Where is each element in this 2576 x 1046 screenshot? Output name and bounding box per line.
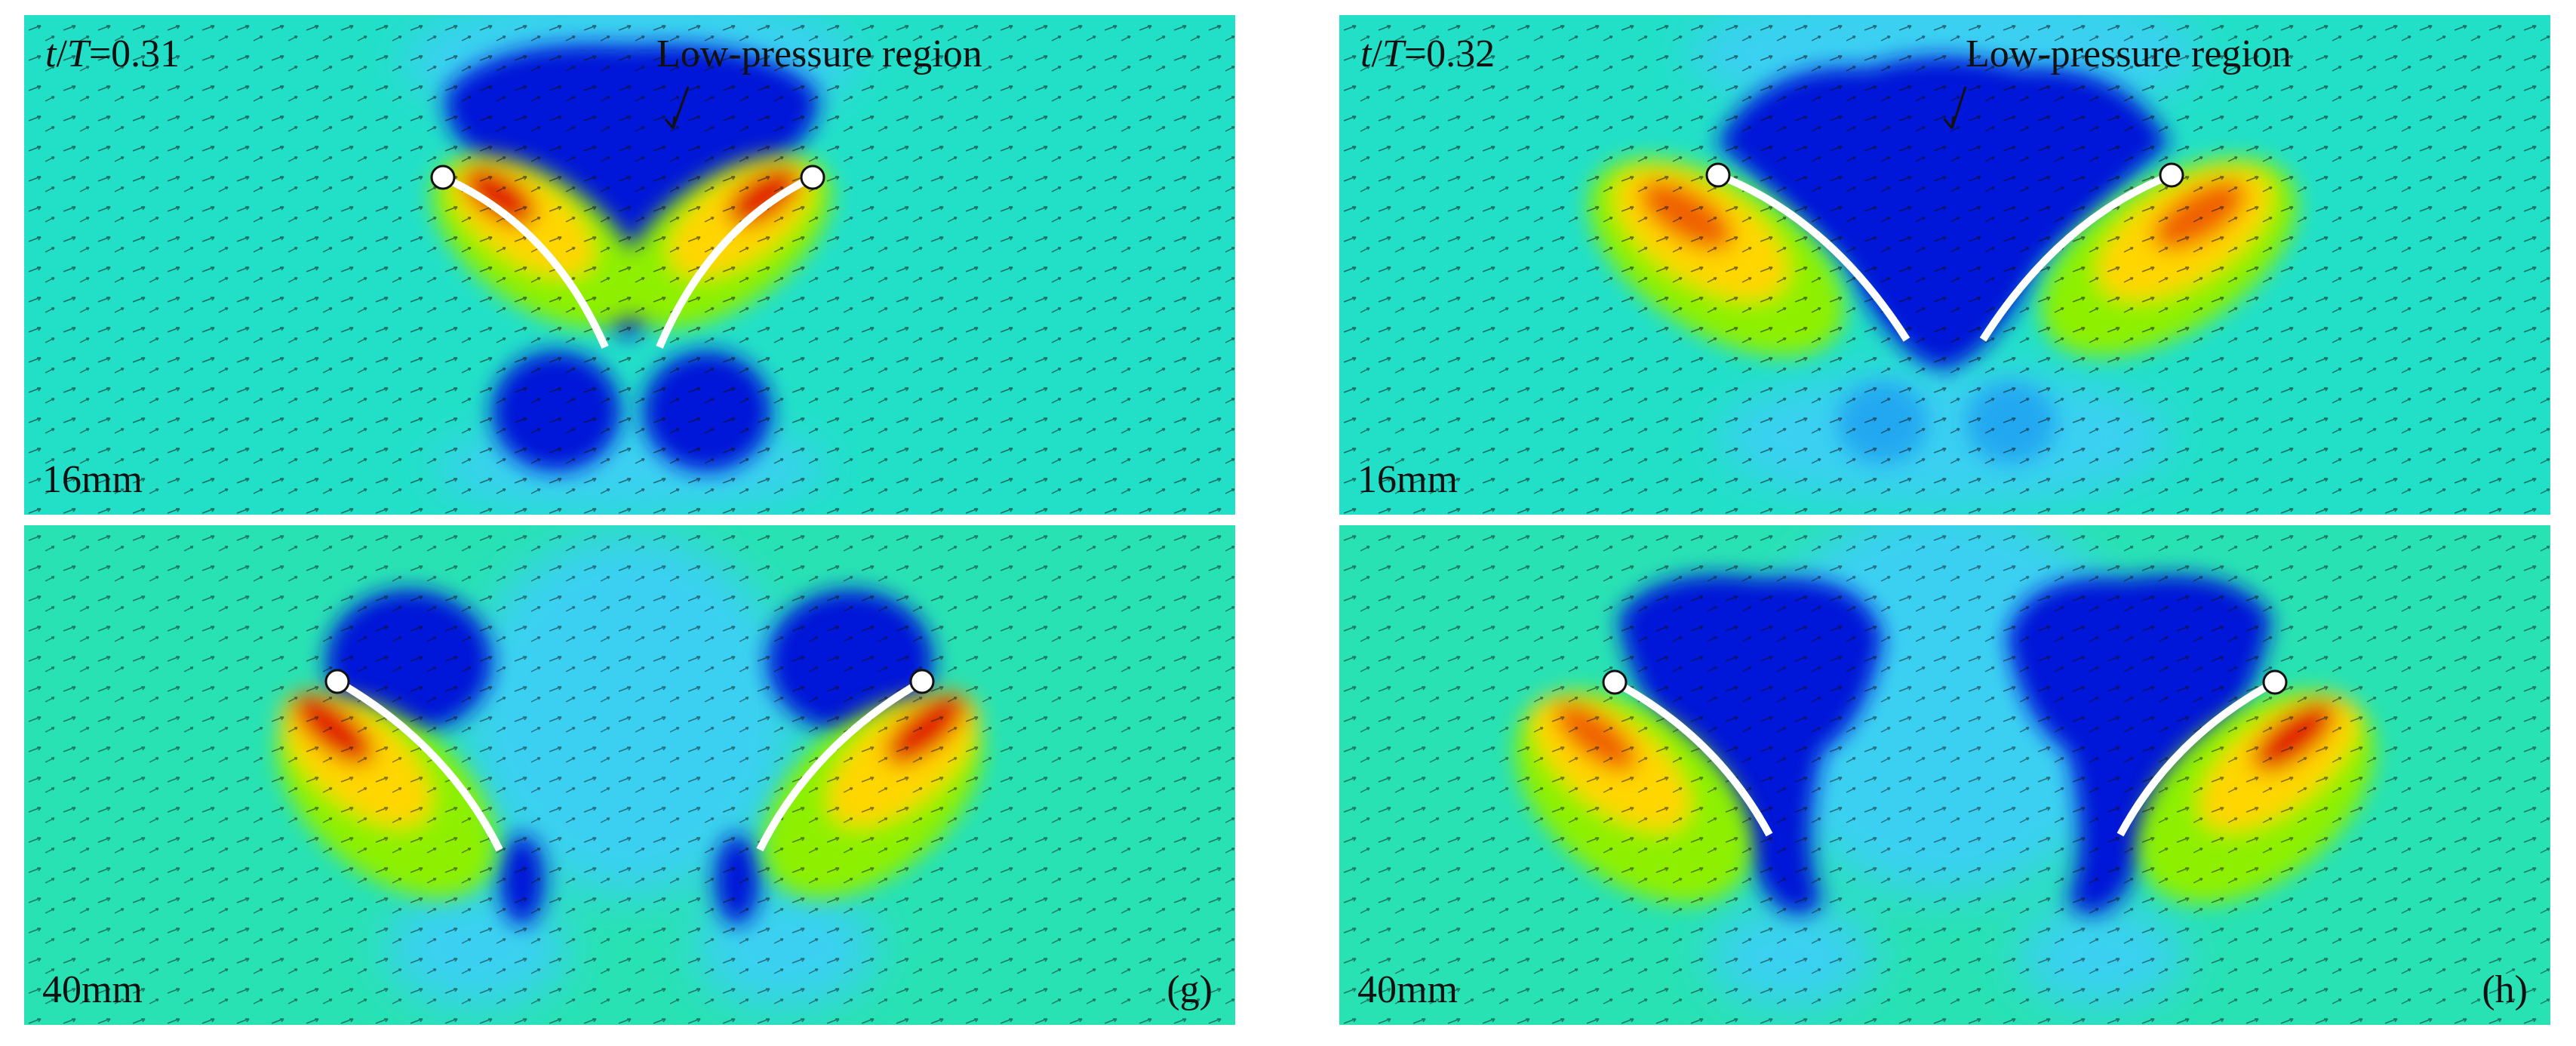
time-label: t/T=0.31 <box>45 32 180 75</box>
panel-40mm-g: 40mm (g) <box>24 525 1235 1025</box>
left-pivot-icon <box>430 165 456 190</box>
left-flexible-plate <box>335 678 503 852</box>
size-label: 40mm <box>1357 968 1458 1011</box>
pressure-field-16mm-t031 <box>24 15 1235 515</box>
right-pivot-icon <box>2159 162 2184 188</box>
annotation-arrow-icon <box>664 86 690 129</box>
size-label: 16mm <box>1357 458 1458 501</box>
velocity-vectors <box>24 15 1235 515</box>
left-pivot-icon <box>1602 669 1628 695</box>
right-flexible-plate <box>656 174 815 349</box>
panel-16mm-t032: t/T=0.32 Low-pressure region 16mm <box>1339 15 2550 515</box>
size-label: 40mm <box>42 968 143 1011</box>
pressure-field-16mm-t032 <box>1339 15 2550 515</box>
panel-tag: (h) <box>2482 968 2528 1011</box>
low-pressure-annotation: Low-pressure region <box>1966 32 2292 75</box>
panel-tag: (g) <box>1167 968 1213 1011</box>
right-pivot-icon <box>2262 669 2288 695</box>
right-flexible-plate <box>756 678 924 852</box>
annotation-arrow-icon <box>1943 86 1967 129</box>
right-flexible-plate <box>1979 171 2173 342</box>
right-flexible-plate <box>2116 678 2277 837</box>
panel-16mm-t031: t/T=0.31 Low-pressure region 16mm <box>24 15 1235 515</box>
left-flexible-plate <box>1612 678 1773 837</box>
right-pivot-icon <box>800 165 825 190</box>
left-pivot-icon <box>1705 162 1731 188</box>
pressure-field-40mm-g <box>24 525 1235 1025</box>
left-flexible-plate <box>441 174 609 349</box>
right-pivot-icon <box>909 669 935 694</box>
time-label: t/T=0.32 <box>1360 32 1495 75</box>
left-flexible-plate <box>1717 171 1910 342</box>
size-label: 16mm <box>42 458 143 501</box>
low-pressure-annotation: Low-pressure region <box>656 32 982 75</box>
panel-40mm-h: 40mm (h) <box>1339 525 2550 1025</box>
pressure-field-40mm-h <box>1339 525 2550 1025</box>
left-pivot-icon <box>324 669 350 694</box>
